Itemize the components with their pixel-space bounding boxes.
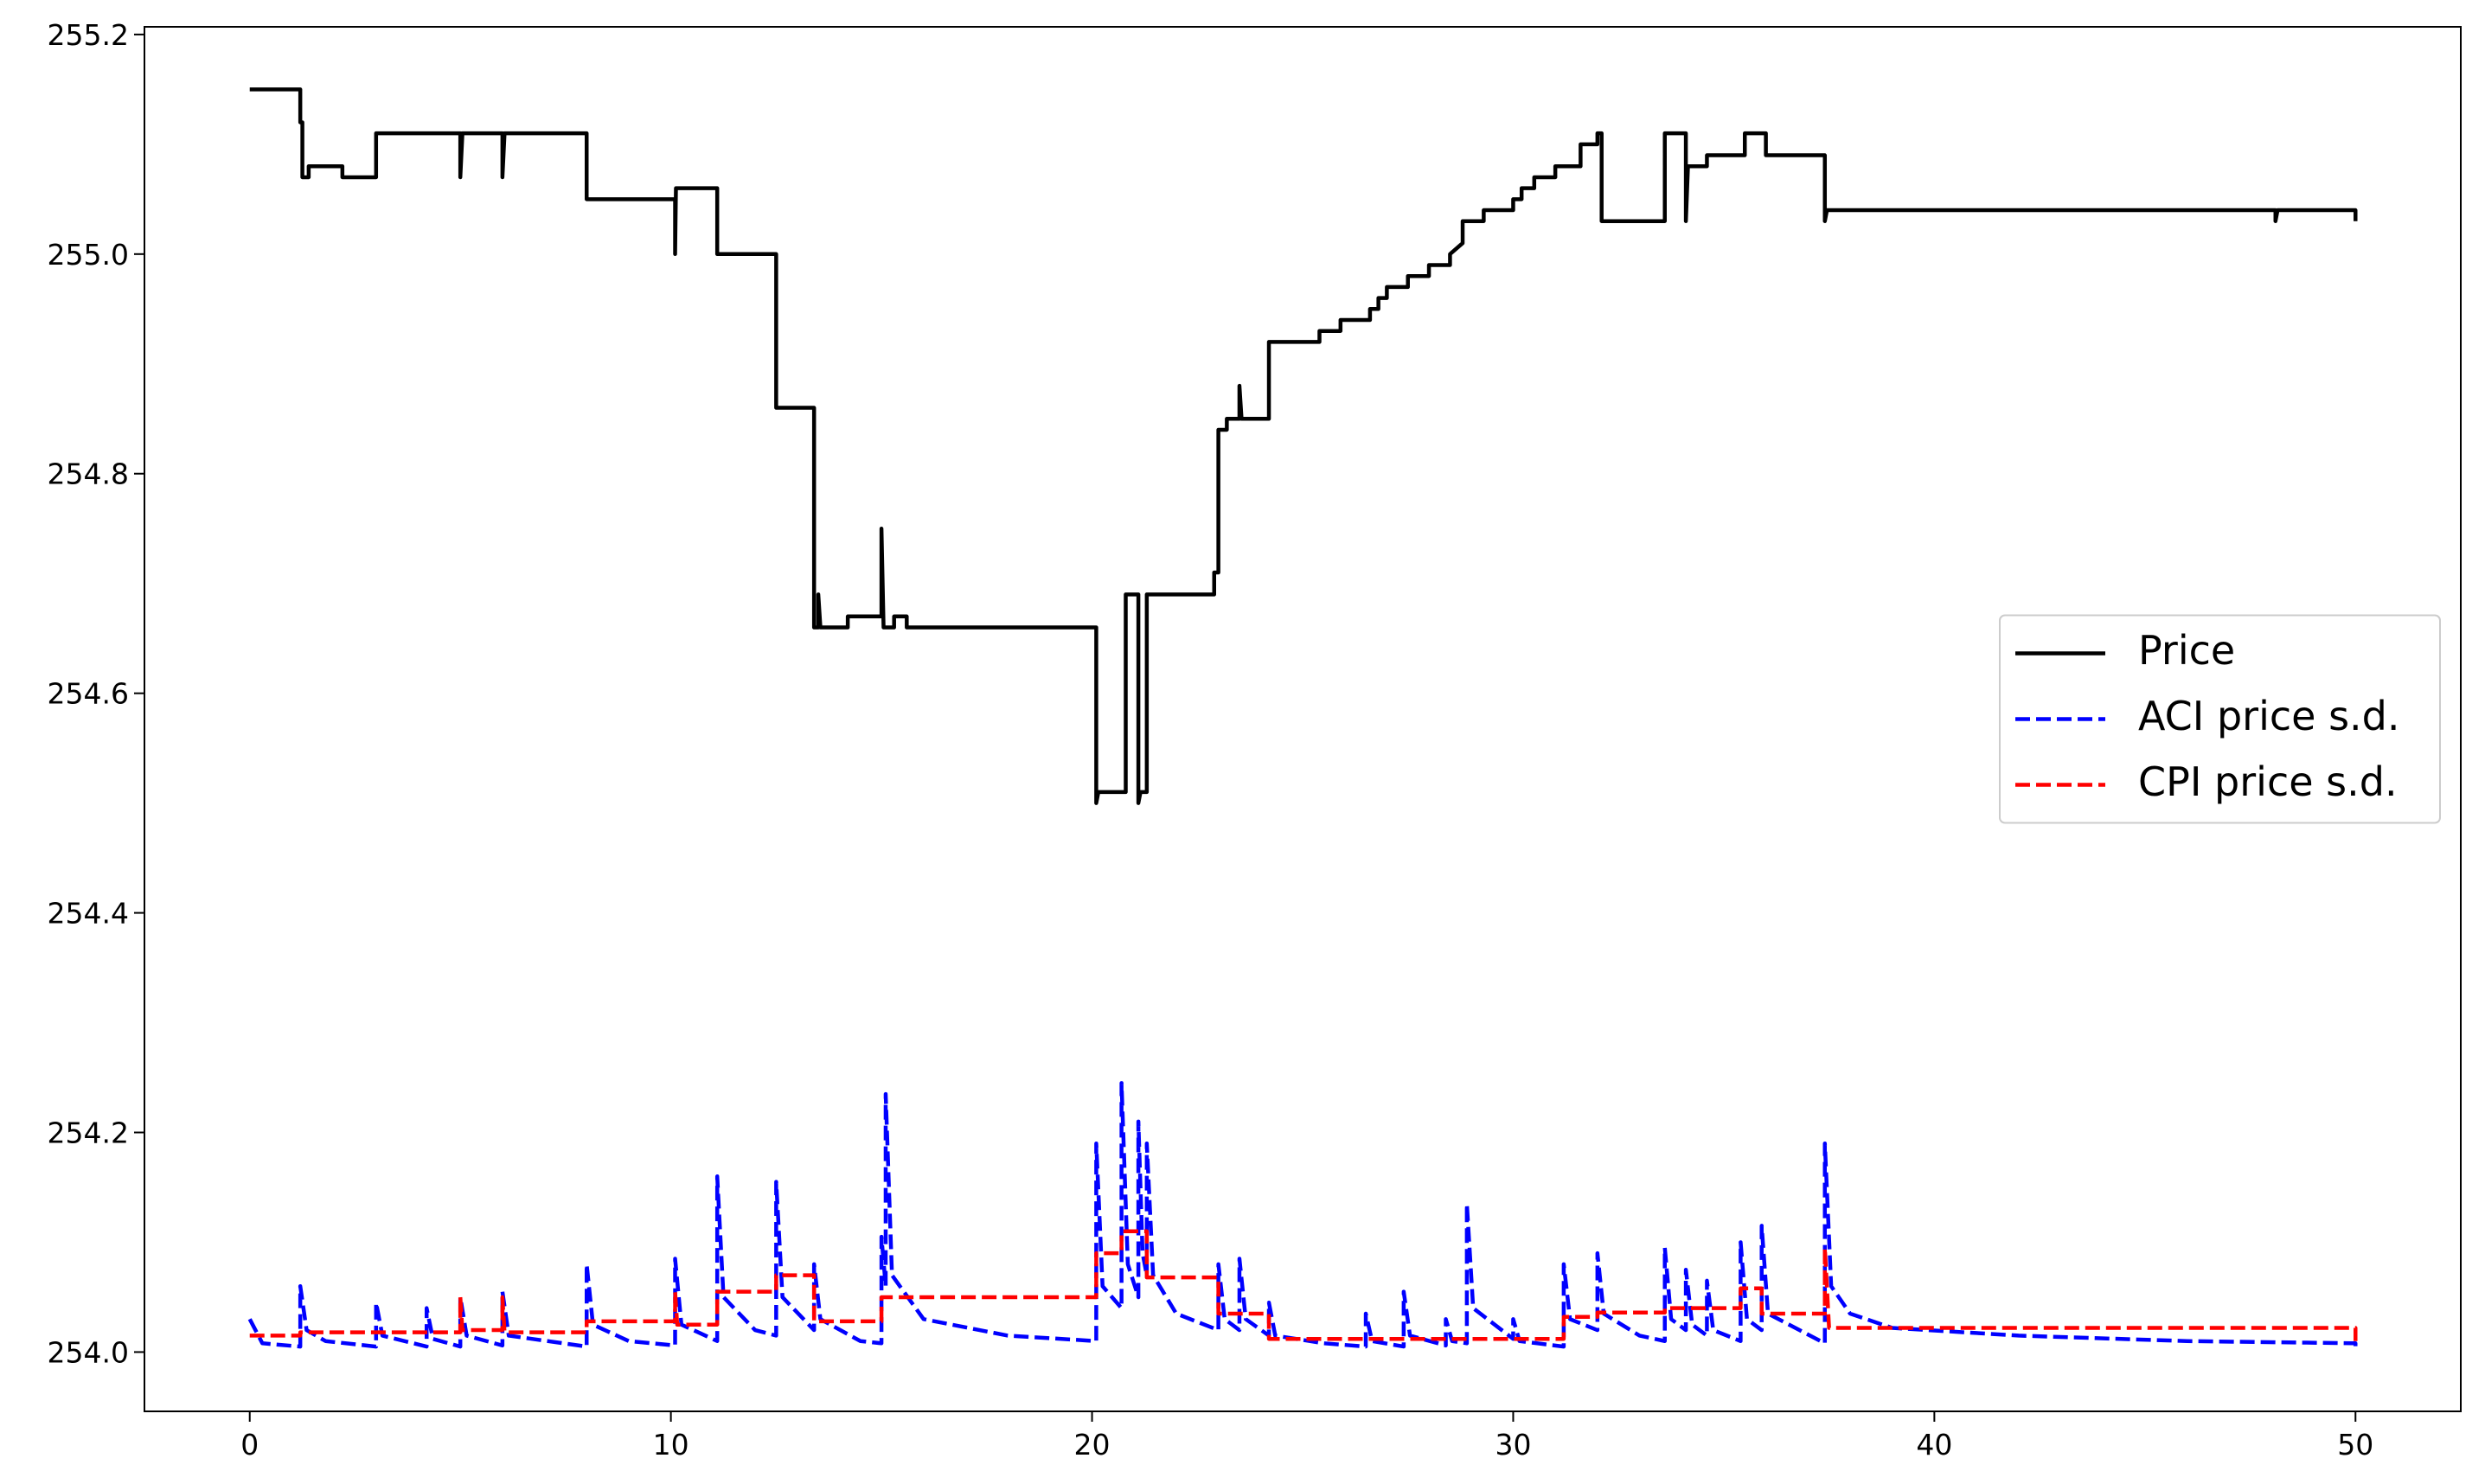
x-tick-label: 30 — [1495, 1428, 1531, 1462]
plot-frame — [144, 26, 2462, 1412]
x-tick-label: 40 — [1916, 1428, 1952, 1462]
x-tick-label: 20 — [1074, 1428, 1111, 1462]
legend-label: ACI price s.d. — [2138, 693, 2399, 739]
y-tick-label: 254.8 — [48, 457, 129, 491]
y-tick-label: 255.2 — [48, 18, 129, 52]
series-line — [249, 1229, 2358, 1341]
legend-label: CPI price s.d. — [2138, 758, 2398, 805]
y-tick-label: 254.2 — [48, 1116, 129, 1150]
legend-label: Price — [2138, 627, 2235, 674]
series-line — [247, 1081, 2358, 1349]
x-tick-label: 0 — [240, 1428, 259, 1462]
y-tick-label: 254.4 — [48, 897, 129, 931]
y-tick-label: 254.0 — [48, 1335, 129, 1369]
series-line — [249, 87, 2358, 805]
legend: Price ACI price s.d. CPI price s.d. — [1999, 614, 2441, 824]
y-tick-label: 254.6 — [48, 677, 129, 711]
y-tick-label: 255.0 — [48, 238, 129, 272]
legend-box — [1999, 614, 2441, 824]
x-tick-label: 10 — [653, 1428, 689, 1462]
x-tick-label: 50 — [2337, 1428, 2373, 1462]
